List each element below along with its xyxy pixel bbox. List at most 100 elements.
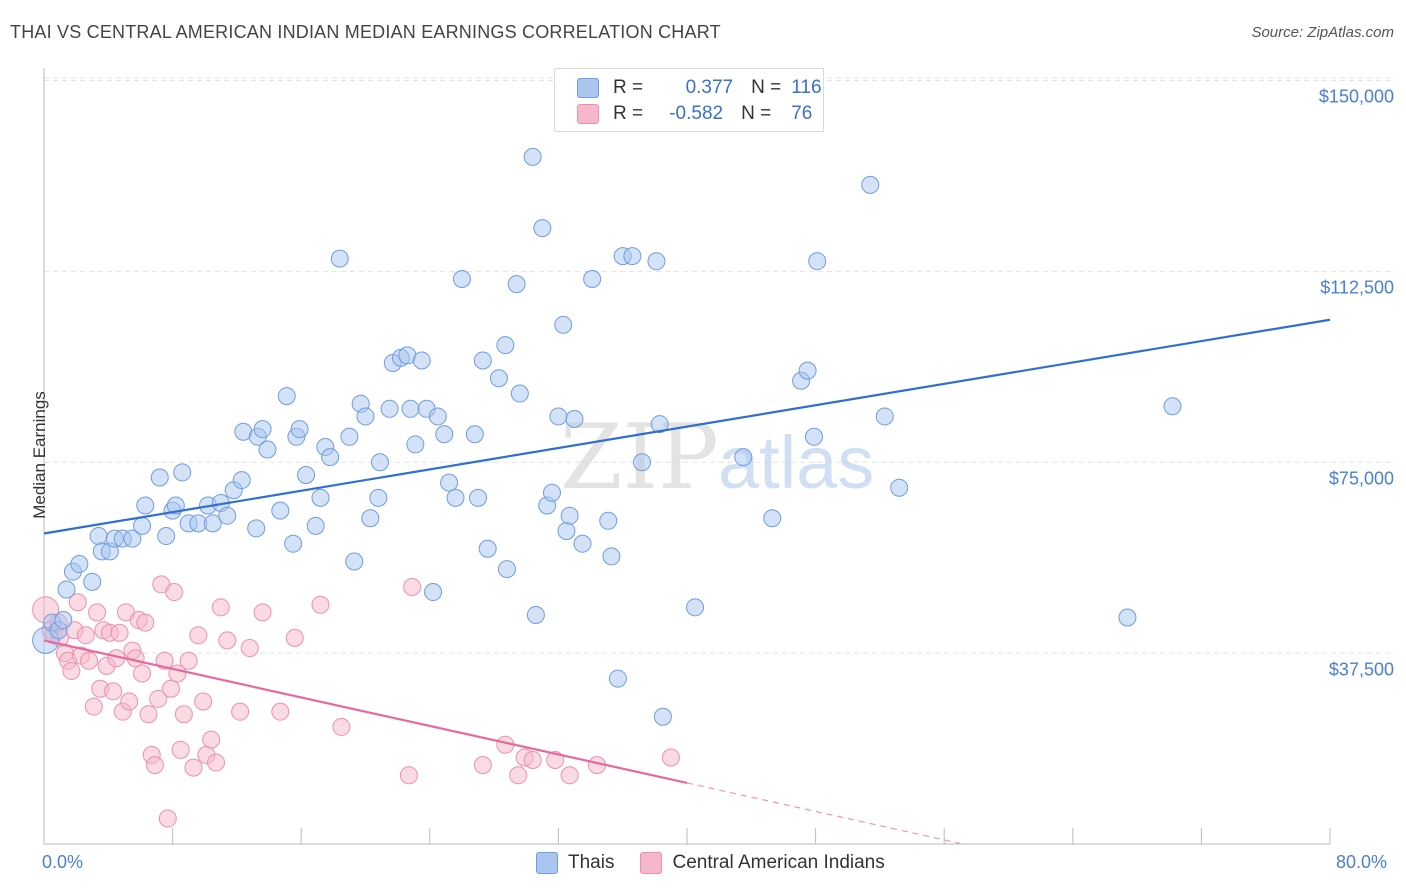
legend-row-thais: R = 0.377 N = 116	[577, 76, 822, 100]
data-point	[345, 552, 364, 571]
data-point	[608, 669, 627, 688]
data-point	[523, 147, 542, 166]
data-point	[174, 705, 193, 724]
data-point	[330, 249, 349, 268]
data-point	[285, 628, 304, 647]
data-point	[290, 420, 309, 439]
data-point	[412, 351, 431, 370]
data-point	[271, 501, 290, 520]
data-point	[89, 527, 108, 546]
data-point	[311, 488, 330, 507]
data-point	[271, 702, 290, 721]
thai-points	[32, 147, 1182, 726]
data-point	[565, 409, 584, 428]
watermark: ZIP atlas	[560, 405, 874, 510]
data-point	[211, 598, 230, 617]
data-point	[54, 611, 73, 630]
series-label: Central American Indians	[672, 852, 885, 873]
data-point	[165, 583, 184, 602]
series-legend-central-american-indians[interactable]: Central American Indians	[640, 852, 885, 874]
data-point	[189, 626, 208, 645]
data-point	[554, 315, 573, 334]
data-point	[560, 766, 579, 785]
legend-n-label: N =	[741, 103, 772, 124]
data-point	[686, 598, 705, 617]
data-point	[253, 603, 272, 622]
data-point	[161, 679, 180, 698]
data-point	[452, 270, 471, 289]
y-tick-label: $37,500	[1328, 659, 1394, 680]
data-point	[155, 651, 174, 670]
data-point	[120, 692, 139, 711]
data-point	[258, 440, 277, 459]
x-axis-max-label: 80.0%	[1336, 852, 1388, 872]
data-point	[523, 751, 542, 770]
data-point	[166, 496, 185, 515]
data-point	[145, 756, 164, 775]
data-point	[149, 689, 168, 708]
trend-lines	[43, 318, 1331, 845]
data-point	[231, 702, 250, 721]
series-legend: Thais Central American Indians	[536, 852, 911, 874]
data-point	[297, 465, 316, 484]
data-point	[83, 572, 102, 591]
source-label: Source: ZipAtlas.com	[1251, 24, 1394, 41]
data-point	[311, 595, 330, 614]
data-point	[446, 488, 465, 507]
data-point	[473, 351, 492, 370]
data-point	[440, 473, 459, 492]
data-point	[599, 511, 618, 530]
data-point	[240, 639, 259, 658]
data-point	[428, 407, 447, 426]
data-point	[890, 478, 909, 497]
data-point	[133, 664, 152, 683]
data-point	[469, 488, 488, 507]
data-point	[478, 539, 497, 558]
data-point	[133, 516, 152, 535]
series-swatch-pink	[640, 852, 663, 874]
legend-n-label: N =	[751, 77, 782, 98]
x-axis-min-label: 0.0%	[42, 852, 84, 872]
data-point	[194, 692, 213, 711]
legend-r-value: 0.377	[685, 77, 734, 98]
data-point	[1163, 397, 1182, 416]
data-point	[332, 717, 351, 736]
data-point	[361, 509, 380, 528]
data-point	[861, 175, 880, 194]
data-point	[340, 427, 359, 446]
y-tick-label: $150,000	[1318, 86, 1394, 107]
data-point	[497, 560, 516, 579]
data-point	[171, 740, 190, 759]
legend-r-value: -0.582	[669, 103, 724, 124]
data-point	[370, 453, 389, 472]
legend-swatch-blue	[577, 78, 599, 98]
axes	[43, 68, 1331, 845]
data-point	[179, 651, 198, 670]
thais-trend-line	[43, 318, 1331, 535]
data-point	[284, 534, 303, 553]
data-point	[88, 603, 107, 622]
data-point	[218, 506, 237, 525]
series-legend-thais[interactable]: Thais	[536, 852, 614, 874]
y-tick-label: $112,500	[1320, 277, 1394, 298]
data-point	[321, 448, 340, 467]
data-point	[489, 369, 508, 388]
data-point	[158, 809, 177, 828]
data-point	[557, 521, 576, 540]
data-point	[632, 453, 651, 472]
data-point	[380, 399, 399, 418]
data-point	[80, 651, 99, 670]
data-point	[526, 605, 545, 624]
data-point	[232, 471, 251, 490]
data-point	[573, 534, 592, 553]
data-point	[207, 753, 226, 772]
data-point	[661, 748, 680, 767]
data-point	[808, 252, 827, 271]
data-point	[533, 219, 552, 238]
legend-n-value: 76	[791, 103, 813, 124]
data-point	[734, 448, 753, 467]
data-point	[76, 626, 95, 645]
data-point	[57, 580, 76, 599]
data-point	[253, 420, 272, 439]
data-point	[356, 407, 375, 426]
